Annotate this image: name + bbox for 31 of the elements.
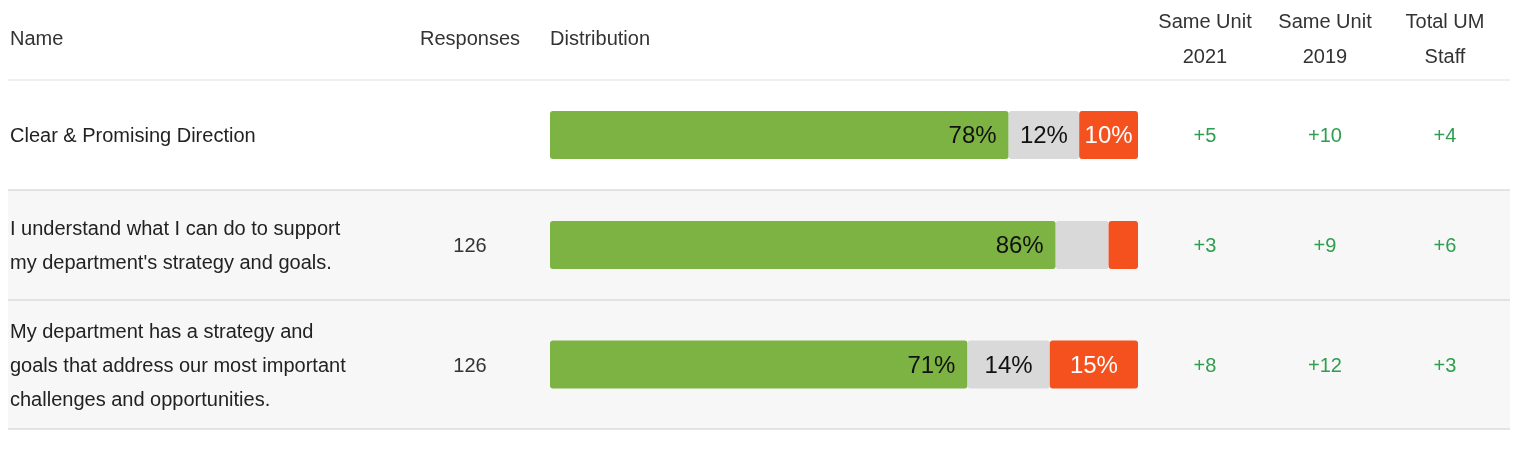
text: +8 xyxy=(1193,353,1217,376)
text: +5 xyxy=(1193,124,1217,146)
data-label: 78% xyxy=(948,121,997,149)
text: +4 xyxy=(1433,124,1457,146)
data-label: 12% xyxy=(1019,121,1068,149)
y-tick-label: Clear & Promising Direction xyxy=(10,124,256,146)
text: Responses xyxy=(419,27,521,49)
y-tick-label: I understand what I can do to support my department's strategy and goals. xyxy=(10,217,341,273)
text: 126 xyxy=(453,353,487,376)
text: +9 xyxy=(1313,234,1337,256)
text: Same Unit 2019 xyxy=(1278,9,1373,67)
bar xyxy=(550,111,1009,159)
text: +3 xyxy=(1193,234,1217,256)
text: +6 xyxy=(1433,234,1457,256)
data-label: 86% xyxy=(995,231,1044,259)
y-tick-label: My department has a strategy and goals that address our most important challenges and opportunities. xyxy=(10,319,347,410)
data-label: 15% xyxy=(1069,350,1118,378)
text: +10 xyxy=(1308,124,1342,146)
data-label: 14% xyxy=(984,350,1033,378)
data-label: 10% xyxy=(1084,121,1133,149)
bar xyxy=(967,340,1050,389)
text: +3 xyxy=(1433,353,1457,376)
text: 126 xyxy=(453,234,487,256)
text: Name xyxy=(10,27,64,49)
bar xyxy=(550,340,968,389)
data-label: 71% xyxy=(907,350,956,378)
text: Distribution xyxy=(550,27,651,49)
text: Same Unit 2021 xyxy=(1158,9,1253,67)
bar xyxy=(1049,340,1138,389)
text: +12 xyxy=(1308,353,1342,376)
text: Total UM Staff xyxy=(1405,9,1485,67)
